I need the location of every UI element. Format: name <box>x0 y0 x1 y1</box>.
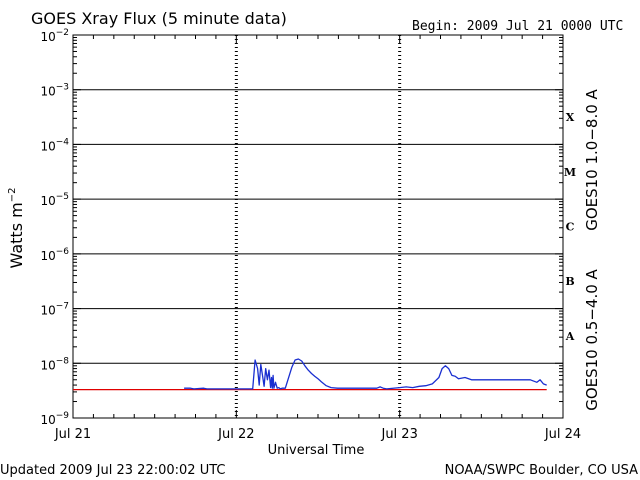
plot-area <box>72 34 564 419</box>
legend-short-channel: GOES10 0.5−4.0 A <box>583 268 601 410</box>
flare-class-label: A <box>565 330 575 343</box>
flare-class-labels: X M C B A <box>564 111 576 343</box>
y-tick-label: 10−4 <box>40 137 69 153</box>
x-tick-label: Jul 22 <box>217 427 254 442</box>
updated-timestamp: Updated 2009 Jul 23 22:00:02 UTC <box>0 463 225 478</box>
y-tick-label: 10−3 <box>40 83 69 99</box>
x-tick-label: Jul 23 <box>380 427 417 442</box>
y-tick-label: 10−6 <box>40 247 69 263</box>
y-tick-label: 10−9 <box>40 411 69 427</box>
flare-class-label: C <box>566 221 575 234</box>
y-tick-label: 10−8 <box>40 356 69 372</box>
legend-long-channel: GOES10 1.0−8.0 A <box>583 88 601 230</box>
x-axis-label: Universal Time <box>268 443 365 458</box>
y-tick-label: 10−5 <box>40 192 69 208</box>
grid-lines <box>73 35 563 418</box>
series-lines <box>73 358 547 391</box>
plot-border <box>72 34 564 419</box>
flare-class-label: X <box>566 111 575 124</box>
begin-timestamp: Begin: 2009 Jul 21 0000 UTC <box>412 19 623 34</box>
chart-title: GOES Xray Flux (5 minute data) <box>31 9 287 28</box>
y-tick-label: 10−2 <box>40 28 69 44</box>
flare-class-label: M <box>564 166 576 179</box>
x-tick-label: Jul 21 <box>54 427 91 442</box>
series-line <box>184 358 547 390</box>
y-axis-label: Watts m−2 <box>7 188 26 269</box>
x-tick-label: Jul 24 <box>544 427 581 442</box>
y-axis: 10−9 10−8 10−7 10−6 10−5 10−4 10−3 10−2 <box>40 28 563 427</box>
credit-text: NOAA/SWPC Boulder, CO USA <box>445 463 638 478</box>
y-tick-label: 10−7 <box>40 302 69 318</box>
flare-class-label: B <box>565 275 574 288</box>
x-axis: Jul 21 Jul 22 Jul 23 Jul 24 <box>54 35 581 442</box>
